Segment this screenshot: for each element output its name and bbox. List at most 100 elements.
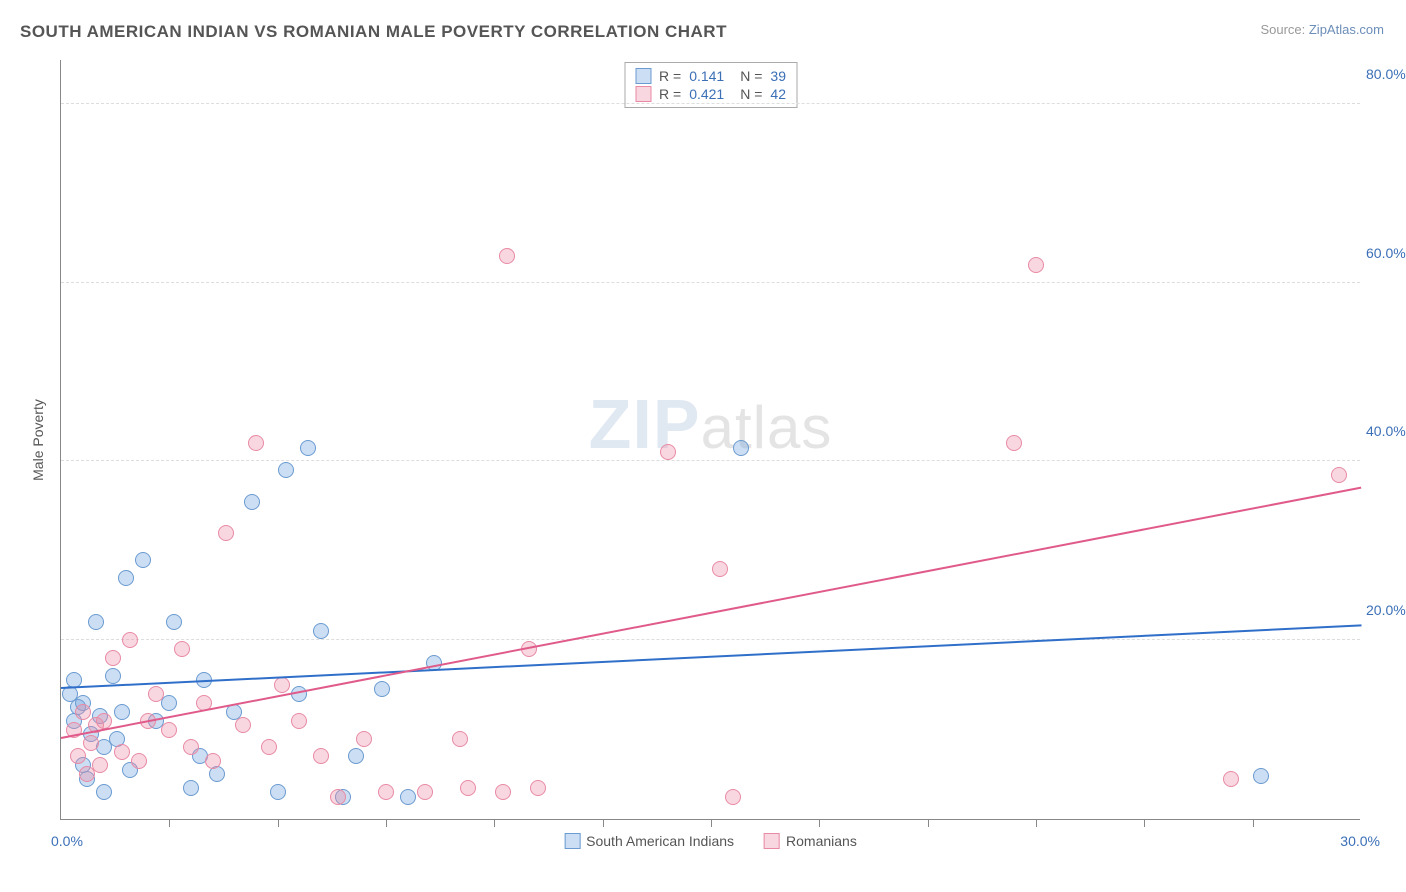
scatter-point bbox=[1028, 257, 1044, 273]
y-axis-title: Male Poverty bbox=[30, 399, 46, 481]
swatch-series-1 bbox=[635, 86, 651, 102]
scatter-point bbox=[530, 780, 546, 796]
scatter-point bbox=[313, 623, 329, 639]
scatter-point bbox=[1006, 435, 1022, 451]
scatter-point bbox=[733, 440, 749, 456]
scatter-point bbox=[70, 748, 86, 764]
scatter-point bbox=[105, 650, 121, 666]
swatch-series-0 bbox=[635, 68, 651, 84]
watermark-atlas: atlas bbox=[701, 394, 833, 461]
r-label-0: R = bbox=[659, 68, 681, 84]
y-tick-label: 60.0% bbox=[1366, 245, 1406, 261]
scatter-point bbox=[96, 713, 112, 729]
n-value-1: 42 bbox=[770, 86, 786, 102]
swatch-bottom-1 bbox=[764, 833, 780, 849]
scatter-point bbox=[166, 614, 182, 630]
scatter-point bbox=[148, 686, 164, 702]
chart-container: SOUTH AMERICAN INDIAN VS ROMANIAN MALE P… bbox=[0, 0, 1406, 892]
gridline bbox=[61, 103, 1360, 104]
n-label-0: N = bbox=[740, 68, 762, 84]
n-value-0: 39 bbox=[770, 68, 786, 84]
watermark: ZIPatlas bbox=[589, 384, 833, 464]
scatter-point bbox=[400, 789, 416, 805]
bottom-legend: South American Indians Romanians bbox=[564, 833, 857, 849]
scatter-point bbox=[356, 731, 372, 747]
n-label-1: N = bbox=[740, 86, 762, 102]
source-attribution: Source: ZipAtlas.com bbox=[1260, 22, 1384, 37]
scatter-point bbox=[261, 739, 277, 755]
scatter-point bbox=[218, 525, 234, 541]
scatter-point bbox=[83, 735, 99, 751]
scatter-point bbox=[660, 444, 676, 460]
scatter-point bbox=[105, 668, 121, 684]
x-tick bbox=[386, 819, 387, 827]
swatch-bottom-0 bbox=[564, 833, 580, 849]
r-value-0: 0.141 bbox=[689, 68, 724, 84]
y-tick-label: 80.0% bbox=[1366, 66, 1406, 82]
source-prefix: Source: bbox=[1260, 22, 1308, 37]
watermark-zip: ZIP bbox=[589, 385, 701, 463]
legend-item-0: South American Indians bbox=[564, 833, 734, 849]
scatter-point bbox=[712, 561, 728, 577]
scatter-point bbox=[417, 784, 433, 800]
scatter-point bbox=[499, 248, 515, 264]
scatter-point bbox=[330, 789, 346, 805]
source-link[interactable]: ZipAtlas.com bbox=[1309, 22, 1384, 37]
scatter-point bbox=[135, 552, 151, 568]
x-tick bbox=[711, 819, 712, 827]
scatter-point bbox=[205, 753, 221, 769]
trend-line bbox=[61, 625, 1361, 690]
scatter-point bbox=[725, 789, 741, 805]
x-tick bbox=[169, 819, 170, 827]
scatter-point bbox=[1253, 768, 1269, 784]
x-tick bbox=[278, 819, 279, 827]
legend-item-1: Romanians bbox=[764, 833, 857, 849]
scatter-point bbox=[1331, 467, 1347, 483]
y-tick-label: 40.0% bbox=[1366, 423, 1406, 439]
scatter-point bbox=[270, 784, 286, 800]
corr-row-0: R = 0.141 N = 39 bbox=[635, 67, 786, 85]
x-axis-min-label: 0.0% bbox=[51, 833, 83, 849]
trend-line bbox=[61, 486, 1361, 738]
scatter-point bbox=[114, 704, 130, 720]
scatter-point bbox=[278, 462, 294, 478]
chart-title: SOUTH AMERICAN INDIAN VS ROMANIAN MALE P… bbox=[20, 22, 727, 42]
scatter-point bbox=[244, 494, 260, 510]
r-value-1: 0.421 bbox=[689, 86, 724, 102]
scatter-point bbox=[88, 614, 104, 630]
scatter-point bbox=[183, 780, 199, 796]
scatter-point bbox=[291, 713, 307, 729]
scatter-point bbox=[378, 784, 394, 800]
scatter-point bbox=[348, 748, 364, 764]
scatter-point bbox=[92, 757, 108, 773]
scatter-point bbox=[452, 731, 468, 747]
x-tick bbox=[494, 819, 495, 827]
plot-area: ZIPatlas R = 0.141 N = 39 R = 0.421 N = … bbox=[60, 60, 1360, 820]
scatter-point bbox=[248, 435, 264, 451]
scatter-point bbox=[114, 744, 130, 760]
scatter-point bbox=[174, 641, 190, 657]
corr-row-1: R = 0.421 N = 42 bbox=[635, 85, 786, 103]
legend-label-0: South American Indians bbox=[586, 833, 734, 849]
x-axis-max-label: 30.0% bbox=[1340, 833, 1380, 849]
r-label-1: R = bbox=[659, 86, 681, 102]
correlation-legend: R = 0.141 N = 39 R = 0.421 N = 42 bbox=[624, 62, 797, 108]
x-tick bbox=[1253, 819, 1254, 827]
scatter-point bbox=[131, 753, 147, 769]
x-tick bbox=[1144, 819, 1145, 827]
gridline bbox=[61, 460, 1360, 461]
scatter-point bbox=[118, 570, 134, 586]
scatter-point bbox=[460, 780, 476, 796]
scatter-point bbox=[161, 722, 177, 738]
scatter-point bbox=[1223, 771, 1239, 787]
x-tick bbox=[1036, 819, 1037, 827]
legend-label-1: Romanians bbox=[786, 833, 857, 849]
x-tick bbox=[603, 819, 604, 827]
scatter-point bbox=[235, 717, 251, 733]
y-tick-label: 20.0% bbox=[1366, 602, 1406, 618]
scatter-point bbox=[274, 677, 290, 693]
gridline bbox=[61, 639, 1360, 640]
x-tick bbox=[928, 819, 929, 827]
scatter-point bbox=[300, 440, 316, 456]
scatter-point bbox=[75, 704, 91, 720]
